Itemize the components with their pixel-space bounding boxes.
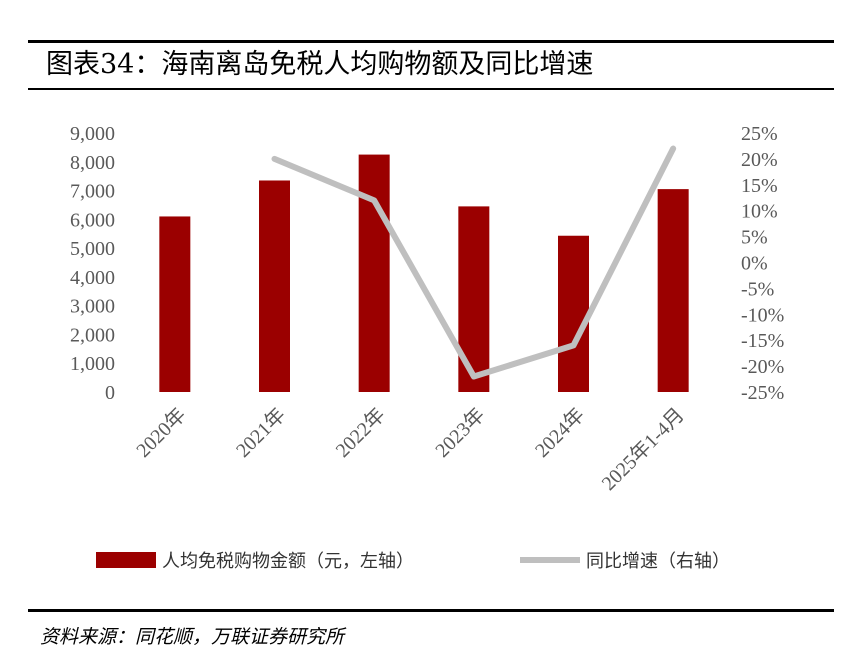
left-tick-label: 4,000 xyxy=(70,267,115,289)
left-axis-ticks: 0 1,000 2,000 3,000 4,000 5,000 6,000 7,000 8,00… xyxy=(70,123,115,404)
line-series xyxy=(271,145,677,380)
left-tick-label: 9,000 xyxy=(70,123,115,145)
title-bottom-rule xyxy=(28,88,834,90)
x-axis-ticks: 2020年 2021年 2022年 2023年 2024年 2025年1-4月 xyxy=(132,403,689,495)
bar xyxy=(358,154,390,392)
right-axis-ticks: -25% -20% -15% -10% -5% 0% 5% 10% 15% 20% 25% xyxy=(741,123,784,404)
x-tick-label: 2025年1-4月 xyxy=(597,403,689,495)
left-tick-label: 7,000 xyxy=(70,181,115,203)
left-tick-label: 5,000 xyxy=(70,238,115,260)
left-tick-label: 6,000 xyxy=(70,209,115,231)
x-tick-label: 2024年 xyxy=(530,403,589,462)
right-tick-label: -25% xyxy=(741,382,784,404)
x-tick-label: 2021年 xyxy=(231,403,290,462)
line-point xyxy=(373,199,375,201)
line-point xyxy=(573,344,574,346)
source-note: 资料来源：同花顺，万联证券研究所 xyxy=(40,626,345,648)
bar xyxy=(558,235,589,392)
right-tick-label: 5% xyxy=(741,227,768,249)
right-tick-label: 0% xyxy=(741,253,768,275)
right-tick-label: -20% xyxy=(741,356,784,378)
right-tick-label: -10% xyxy=(741,304,784,326)
left-tick-label: 8,000 xyxy=(70,152,115,174)
x-tick-label: 2023年 xyxy=(431,403,490,462)
right-tick-label: 20% xyxy=(741,149,778,171)
legend-label-bar: 人均免税购物金额（元，左轴） xyxy=(162,551,414,572)
chart-area: 0 1,000 2,000 3,000 4,000 5,000 6,000 7,000 8,00… xyxy=(70,123,784,572)
title-top-rule xyxy=(28,40,834,43)
right-tick-label: -15% xyxy=(741,330,784,352)
right-tick-label: 15% xyxy=(741,175,778,197)
chart-title: 图表34：海南离岛免税人均购物额及同比增速 xyxy=(46,49,594,80)
x-tick-label: 2022年 xyxy=(331,403,390,462)
bar xyxy=(657,189,689,392)
line-point xyxy=(473,375,475,377)
right-tick-label: 10% xyxy=(741,201,778,223)
bar xyxy=(458,206,490,392)
legend: 人均免税购物金额（元，左轴） 同比增速（右轴） xyxy=(96,551,730,572)
legend-swatch-bar xyxy=(96,552,156,568)
left-tick-label: 0 xyxy=(105,382,115,404)
left-tick-label: 3,000 xyxy=(70,296,115,318)
bar xyxy=(159,216,191,392)
x-tick-label: 2020年 xyxy=(132,403,191,462)
right-tick-label: -5% xyxy=(741,278,774,300)
left-tick-label: 1,000 xyxy=(70,353,115,375)
bar xyxy=(259,180,290,392)
source-top-rule xyxy=(28,609,834,612)
line-point xyxy=(274,158,275,160)
legend-label-line: 同比增速（右轴） xyxy=(586,551,730,572)
left-tick-label: 2,000 xyxy=(70,324,115,346)
right-tick-label: 25% xyxy=(741,123,778,145)
line-point xyxy=(672,148,674,150)
